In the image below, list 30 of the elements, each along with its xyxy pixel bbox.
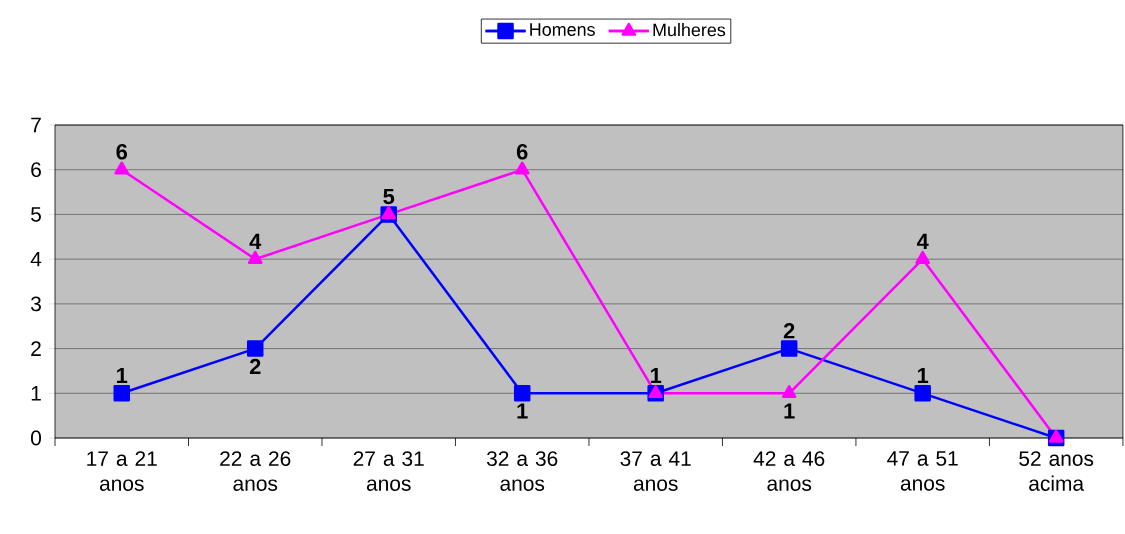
y-tick-label: 0 bbox=[31, 430, 41, 446]
data-label: 4 bbox=[916, 233, 929, 249]
data-label: 1 bbox=[517, 403, 528, 419]
x-tick-label: 37 a 41 anos bbox=[620, 451, 691, 491]
x-tick-label: 52 anos acima bbox=[1019, 451, 1094, 491]
x-tick-label: 22 a 26 anos bbox=[220, 451, 291, 491]
x-tick-label: 17 a 21 anos bbox=[87, 451, 157, 491]
data-label: 6 bbox=[516, 143, 528, 160]
legend-label: Mulheres bbox=[653, 23, 726, 37]
data-label: 6 bbox=[116, 143, 128, 160]
y-tick-label: 6 bbox=[31, 162, 41, 178]
x-tick-label: 27 a 31 anos bbox=[353, 451, 424, 491]
data-label: 1 bbox=[650, 368, 662, 384]
data-label: 4 bbox=[249, 233, 262, 249]
data-label: 2 bbox=[783, 323, 795, 339]
x-tick-label: 32 a 36 anos bbox=[486, 451, 558, 491]
y-tick-label: 1 bbox=[31, 386, 41, 401]
y-tick-label: 3 bbox=[30, 296, 41, 312]
data-label: 1 bbox=[917, 368, 929, 384]
data-label: 2 bbox=[249, 358, 261, 375]
data-label: 1 bbox=[784, 403, 795, 419]
data-label: 1 bbox=[117, 368, 128, 384]
y-tick-label: 4 bbox=[30, 251, 42, 267]
y-tick-label: 2 bbox=[31, 341, 41, 356]
y-tick-label: 5 bbox=[31, 207, 41, 222]
legend-label: Homens bbox=[530, 23, 595, 36]
data-label: 5 bbox=[383, 188, 395, 205]
x-tick-label: 42 a 46 anos bbox=[753, 451, 825, 491]
y-tick-label: 7 bbox=[31, 117, 41, 133]
x-tick-label: 47 a 51 anos bbox=[887, 451, 958, 491]
